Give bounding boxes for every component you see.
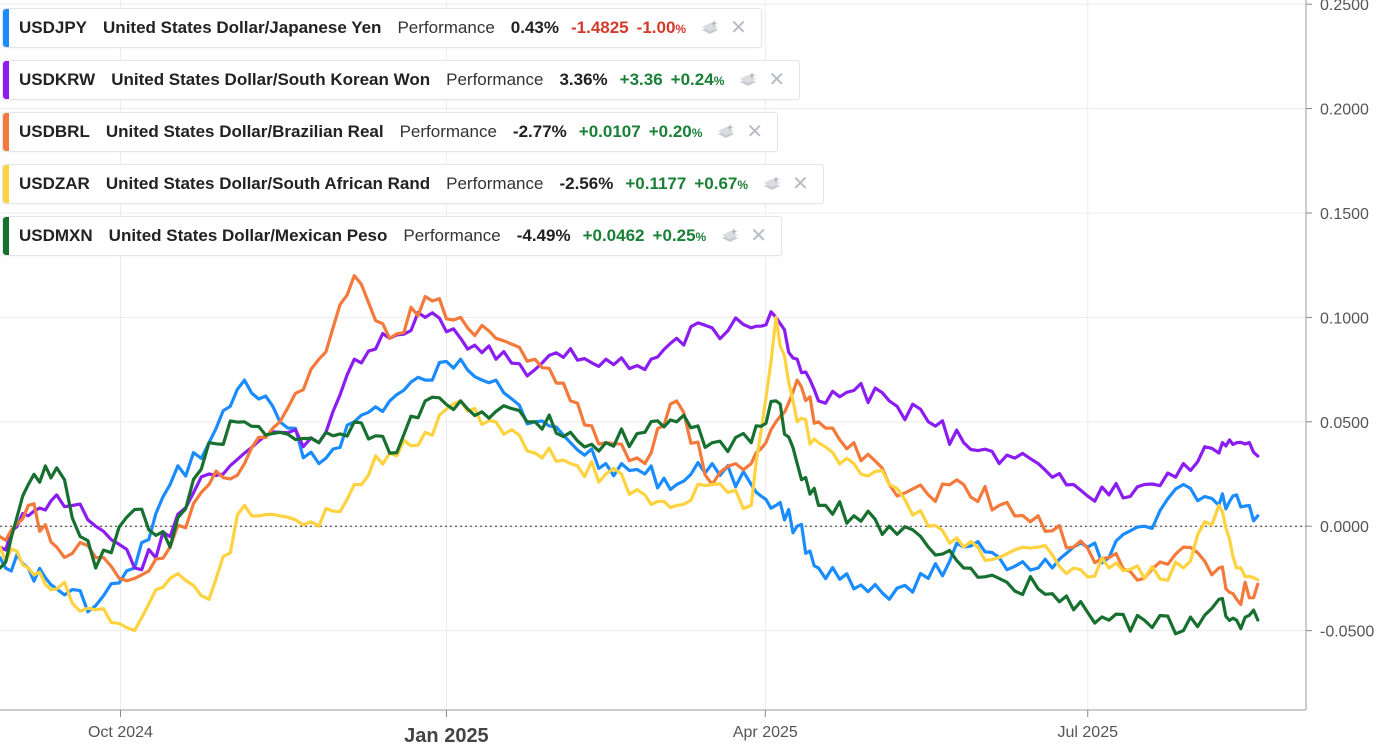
percent-unit: % [737, 178, 749, 192]
layers-icon[interactable] [720, 228, 740, 244]
legend-metric-label: Performance [446, 70, 544, 89]
x-tick-label: Apr 2025 [733, 724, 798, 741]
legend-color-swatch [3, 165, 9, 203]
legend-change-percent: +0.24% [670, 70, 725, 89]
series-line-usdmxn[interactable] [0, 395, 1260, 636]
legend-change-value: +3.36 [619, 70, 663, 89]
legend-color-swatch [3, 217, 9, 255]
legend-performance-value: -4.49% [516, 226, 571, 245]
legend-change-percent: +0.25% [652, 226, 707, 245]
layers-icon[interactable] [762, 176, 782, 192]
series-line-usdkrw[interactable] [0, 310, 1260, 572]
y-tick-label: 0.0000 [1320, 519, 1369, 536]
legend-performance-value: -2.77% [512, 122, 567, 141]
series-line-usdbrl[interactable] [0, 274, 1260, 607]
x-axis-tick-labels: Oct 2024 Jan 2025 Apr 2025 Jul 2025 [88, 724, 1118, 747]
y-tick-label: 0.2000 [1320, 102, 1369, 119]
legend-row-usdzar[interactable]: USDZAR United States Dollar/South African… [2, 164, 824, 204]
legend-name: United States Dollar/Japanese Yen [103, 18, 382, 37]
legend-color-swatch [3, 9, 9, 47]
close-icon[interactable]: ✕ [730, 17, 747, 39]
legend-symbol[interactable]: USDBRL [19, 122, 90, 141]
chart-axes [0, 0, 1307, 711]
legend-change-percent: +0.20% [648, 122, 703, 141]
legend-symbol[interactable]: USDKRW [19, 70, 96, 89]
series-line-usdjpy[interactable] [0, 357, 1260, 614]
legend-change-value: +0.0107 [578, 122, 641, 141]
legend-color-swatch [3, 61, 9, 99]
layers-icon[interactable] [716, 124, 736, 140]
close-icon[interactable]: ✕ [768, 69, 786, 91]
close-icon[interactable]: ✕ [792, 173, 809, 195]
legend-name: United States Dollar/South African Rand [105, 174, 431, 193]
legend-performance-value: 0.43% [510, 18, 559, 37]
legend-name: United States Dollar/South Korean Won [111, 70, 431, 89]
layers-icon[interactable] [738, 72, 758, 88]
legend-change-value: +0.1177 [625, 174, 687, 193]
legend-change-value: +0.0462 [582, 226, 645, 245]
layers-icon[interactable] [700, 20, 720, 36]
legend-metric-label: Performance [403, 226, 501, 245]
legend-metric-label: Performance [399, 122, 497, 141]
y-tick-label: 0.1000 [1320, 310, 1369, 327]
series-line-usdzar[interactable] [0, 315, 1260, 633]
legend-row-usdjpy[interactable]: USDJPY United States Dollar/Japanese Yen P… [2, 8, 762, 48]
legend-row-usdbrl[interactable]: USDBRL United States Dollar/Brazilian Rea… [2, 112, 779, 152]
y-axis-tick-labels: 0.2500 0.2000 0.1500 0.1000 0.0500 0.0000 -0.0… [1320, 0, 1374, 641]
y-tick-label: 0.0500 [1320, 415, 1369, 432]
legend-color-swatch [3, 113, 9, 151]
legend-change-value: -1.4825 [570, 18, 629, 37]
legend-symbol[interactable]: USDZAR [19, 174, 90, 193]
y-tick-label: 0.1500 [1320, 206, 1369, 223]
legend-name: United States Dollar/Brazilian Real [105, 122, 384, 141]
legend-symbol[interactable]: USDJPY [19, 18, 88, 37]
close-icon[interactable]: ✕ [746, 121, 764, 143]
legend-row-usdkrw[interactable]: USDKRW United States Dollar/South Korean … [2, 60, 801, 100]
legend-change-percent: -1.00% [636, 18, 687, 37]
legend-name: United States Dollar/Mexican Peso [108, 226, 388, 245]
legend-change-percent: +0.67% [694, 174, 749, 193]
legend-performance-value: 3.36% [559, 70, 608, 89]
legend-metric-label: Performance [446, 174, 544, 193]
x-tick-label: Jul 2025 [1058, 724, 1119, 741]
y-tick-label: 0.2500 [1320, 0, 1369, 14]
y-tick-label: -0.0500 [1320, 624, 1374, 641]
x-tick-label: Jan 2025 [404, 725, 489, 747]
x-tick-label: Oct 2024 [88, 724, 153, 741]
percent-unit: % [695, 230, 707, 244]
percent-unit: % [713, 74, 725, 88]
percent-unit: % [691, 126, 703, 140]
legend-row-usdmxn[interactable]: USDMXN United States Dollar/Mexican Peso P… [2, 216, 782, 256]
legend-metric-label: Performance [397, 18, 495, 37]
close-icon[interactable]: ✕ [750, 225, 767, 247]
percent-unit: % [675, 22, 687, 36]
legend-symbol[interactable]: USDMXN [19, 226, 93, 245]
chart-series-lines [0, 274, 1260, 636]
legend-performance-value: -2.56% [559, 174, 614, 193]
